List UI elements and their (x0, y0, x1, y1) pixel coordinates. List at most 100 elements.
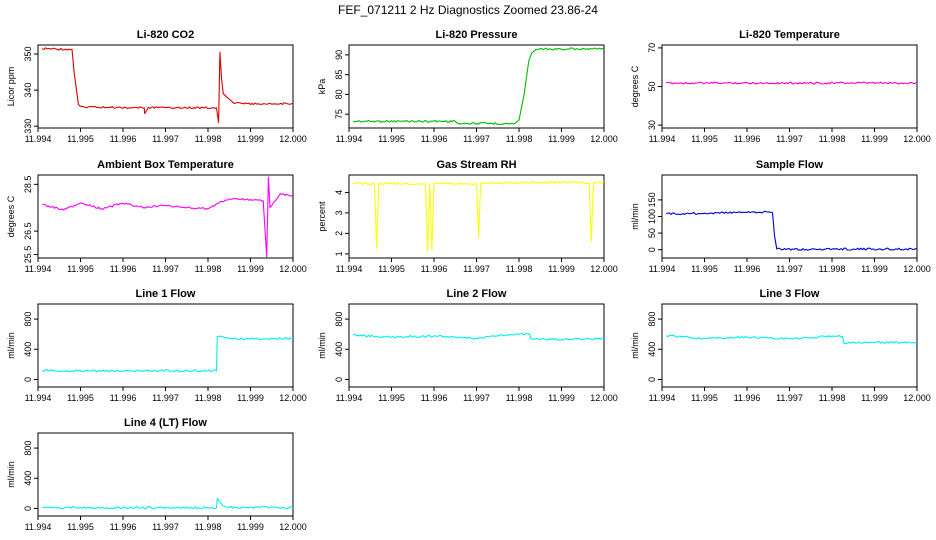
x-tick-label: 11.998 (819, 134, 846, 144)
chart-title: Sample Flow (756, 159, 824, 171)
x-tick-label: 11.998 (195, 522, 222, 532)
series-line (665, 81, 918, 85)
y-tick-label: 85 (334, 70, 344, 80)
y-tick-label: 800 (334, 312, 344, 327)
x-tick-label: 12.000 (279, 522, 307, 532)
y-tick-label: 800 (647, 312, 657, 327)
y-tick-label: 150 (647, 192, 657, 207)
series-line (41, 47, 294, 124)
y-tick-label: 100 (647, 209, 657, 224)
x-tick-label: 11.998 (819, 264, 846, 274)
chart-panel-3: Li-820 Temperature 11.994 11.995 11.996 11.9… (630, 29, 931, 144)
y-axis-label: ml/min (317, 332, 327, 359)
x-tick-label: 11.996 (734, 393, 761, 403)
y-tick-label: 400 (647, 342, 657, 357)
x-tick-label: 11.999 (237, 522, 264, 532)
x-tick-label: 11.996 (110, 522, 137, 532)
y-tick-label: 30 (647, 120, 657, 130)
plot-frame (348, 303, 605, 388)
x-tick-label: 11.997 (463, 393, 490, 403)
y-tick-label: 1 (334, 251, 344, 256)
x-tick-label: 11.996 (421, 264, 448, 274)
x-tick-label: 11.994 (25, 393, 52, 403)
x-tick-label: 11.998 (506, 264, 533, 274)
x-tick-label: 11.995 (378, 134, 405, 144)
x-tick-label: 11.997 (463, 134, 490, 144)
x-tick-label: 11.999 (237, 264, 264, 274)
series-line (352, 180, 605, 253)
y-tick-label: 400 (23, 471, 33, 486)
x-tick-label: 11.997 (152, 134, 179, 144)
y-tick-label: 75 (334, 109, 344, 119)
y-tick-label: 330 (23, 119, 33, 134)
x-tick-label: 11.994 (649, 134, 676, 144)
chart-title: Gas Stream RH (436, 159, 516, 171)
chart-panel-2: Li-820 Pressure 11.994 11.995 11.996 11.997 1… (317, 29, 618, 144)
chart-panel-6: Sample Flow 11.994 11.995 11.996 11.997 11.99… (630, 159, 931, 274)
x-tick-label: 11.999 (861, 134, 888, 144)
series-line (665, 334, 918, 345)
x-tick-label: 11.994 (336, 134, 363, 144)
x-tick-label: 12.000 (279, 264, 307, 274)
x-tick-label: 12.000 (279, 393, 307, 403)
chart-panel-10: Line 4 (LT) Flow 11.994 11.995 11.996 11.997… (6, 417, 307, 532)
y-tick-label: 0 (647, 247, 657, 252)
series-line (353, 47, 605, 126)
y-tick-label: 340 (23, 83, 33, 98)
y-tick-label: 50 (647, 81, 657, 91)
chart-panel-4: Ambient Box Temperature 11.994 11.995 11.99… (6, 159, 307, 274)
y-tick-label: 90 (334, 50, 344, 60)
x-tick-label: 11.999 (548, 264, 575, 274)
plot-frame (37, 174, 294, 259)
y-tick-label: 25.5 (23, 246, 33, 264)
x-tick-label: 11.995 (67, 393, 94, 403)
x-tick-label: 11.997 (776, 393, 803, 403)
x-tick-label: 12.000 (590, 134, 618, 144)
x-tick-label: 11.996 (110, 393, 137, 403)
x-tick-label: 11.996 (734, 134, 761, 144)
y-tick-label: 4 (334, 190, 344, 195)
y-axis-label: ml/min (6, 461, 16, 488)
series-line (42, 176, 294, 258)
x-tick-label: 11.995 (691, 393, 718, 403)
chart-title: Li-820 Pressure (436, 29, 518, 41)
x-tick-label: 11.997 (463, 264, 490, 274)
x-tick-label: 11.997 (152, 522, 179, 532)
x-tick-label: 11.994 (649, 393, 676, 403)
x-tick-label: 11.994 (25, 134, 52, 144)
y-tick-label: 28.5 (23, 176, 33, 194)
x-tick-label: 12.000 (903, 393, 931, 403)
y-axis-label: degrees C (630, 65, 640, 107)
chart-title: Line 4 (LT) Flow (124, 417, 207, 429)
chart-title: Line 1 Flow (136, 288, 196, 300)
x-tick-label: 11.995 (378, 393, 405, 403)
y-tick-label: 400 (23, 342, 33, 357)
chart-title: Line 3 Flow (760, 288, 820, 300)
plot-frame (661, 44, 918, 129)
plot-frame (661, 174, 918, 259)
y-tick-label: 50 (647, 228, 657, 238)
x-tick-label: 11.998 (195, 393, 222, 403)
x-tick-label: 11.998 (195, 134, 222, 144)
x-tick-label: 11.996 (110, 264, 137, 274)
x-tick-label: 12.000 (590, 264, 618, 274)
x-tick-label: 11.995 (691, 264, 718, 274)
y-tick-label: 0 (647, 377, 657, 382)
y-tick-label: 800 (23, 441, 33, 456)
x-tick-label: 11.999 (548, 134, 575, 144)
x-tick-label: 11.994 (649, 264, 676, 274)
y-axis-label: Licor ppm (6, 67, 16, 107)
chart-panel-8: Line 2 Flow 11.994 11.995 11.996 11.997 11.99… (317, 288, 618, 403)
chart-title: Li-820 Temperature (739, 29, 840, 41)
series-line (665, 210, 918, 251)
chart-panel-5: Gas Stream RH 11.994 11.995 11.996 11.997 11.… (317, 159, 618, 274)
chart-panel-1: Li-820 CO2 11.994 11.995 11.996 11.997 11.998… (6, 29, 307, 144)
x-tick-label: 12.000 (590, 393, 618, 403)
y-tick-label: 800 (23, 312, 33, 327)
y-axis-label: percent (317, 201, 327, 232)
x-tick-label: 11.995 (67, 264, 94, 274)
x-tick-label: 11.995 (378, 264, 405, 274)
x-tick-label: 11.999 (861, 264, 888, 274)
series-line (42, 335, 293, 373)
